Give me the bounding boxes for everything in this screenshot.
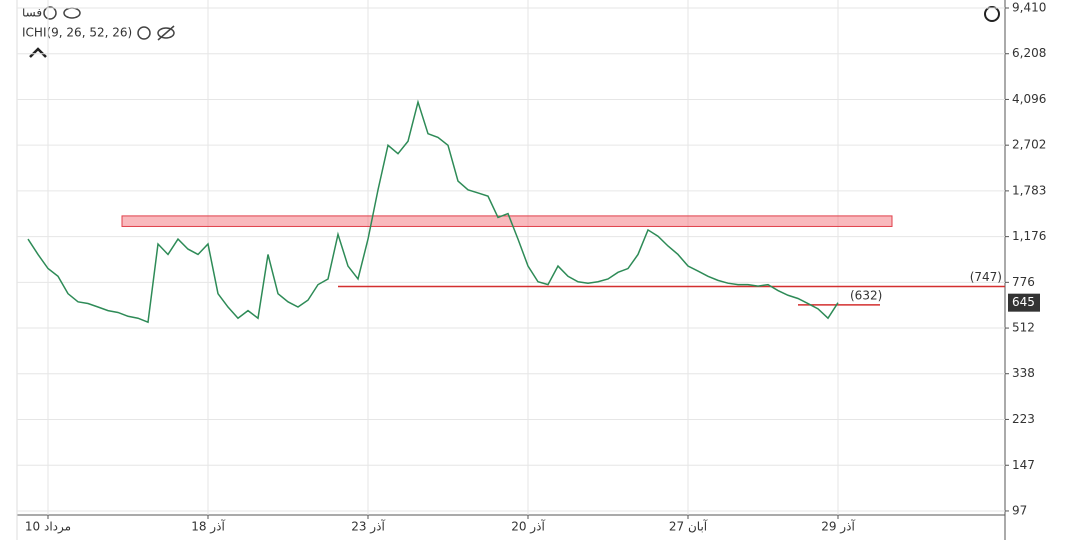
collapse-icon[interactable] — [29, 47, 47, 58]
resistance-zone — [121, 215, 893, 227]
level-label: (632) — [850, 288, 882, 302]
last-price-label: 645 — [1012, 295, 1035, 309]
last-price-box — [1008, 293, 1040, 312]
x-tick-label: آذر 29 — [821, 519, 855, 535]
y-tick-label: 97 — [1012, 503, 1027, 517]
price-line — [27, 99, 839, 324]
y-tick-label: 6,208 — [1012, 46, 1046, 60]
y-tick-label: 4,096 — [1012, 92, 1046, 106]
crosshair-icon[interactable] — [984, 6, 1000, 22]
x-tick-label: آذر 20 — [511, 519, 545, 535]
y-tick-label: 1,176 — [1012, 229, 1046, 243]
hidden-slash — [157, 25, 175, 41]
y-tick-label: 9,410 — [1012, 0, 1046, 14]
y-tick-label: 147 — [1012, 458, 1035, 472]
x-tick-label: آبان 27 — [669, 519, 708, 534]
symbol: فسا — [22, 6, 42, 20]
y-tick-label: 338 — [1012, 366, 1035, 380]
x-tick-label: آذر 18 — [191, 519, 225, 535]
indicator-settings-icon[interactable] — [137, 26, 151, 40]
y-tick-label: 776 — [1012, 275, 1035, 289]
y-tick-label: 512 — [1012, 321, 1035, 335]
indicator: ICHI(9, 26, 52, 26) — [22, 26, 132, 40]
y-tick-label: 2,702 — [1012, 138, 1046, 152]
y-tick-label: 1,783 — [1012, 183, 1046, 197]
settings-icon[interactable] — [43, 6, 57, 20]
x-tick-label: 10 مرداد — [25, 520, 71, 535]
indicator-visibility-icon[interactable] — [157, 27, 175, 39]
level-label: (747) — [970, 270, 1002, 284]
y-tick-label: 223 — [1012, 412, 1035, 426]
x-tick-label: آذر 23 — [351, 519, 385, 535]
